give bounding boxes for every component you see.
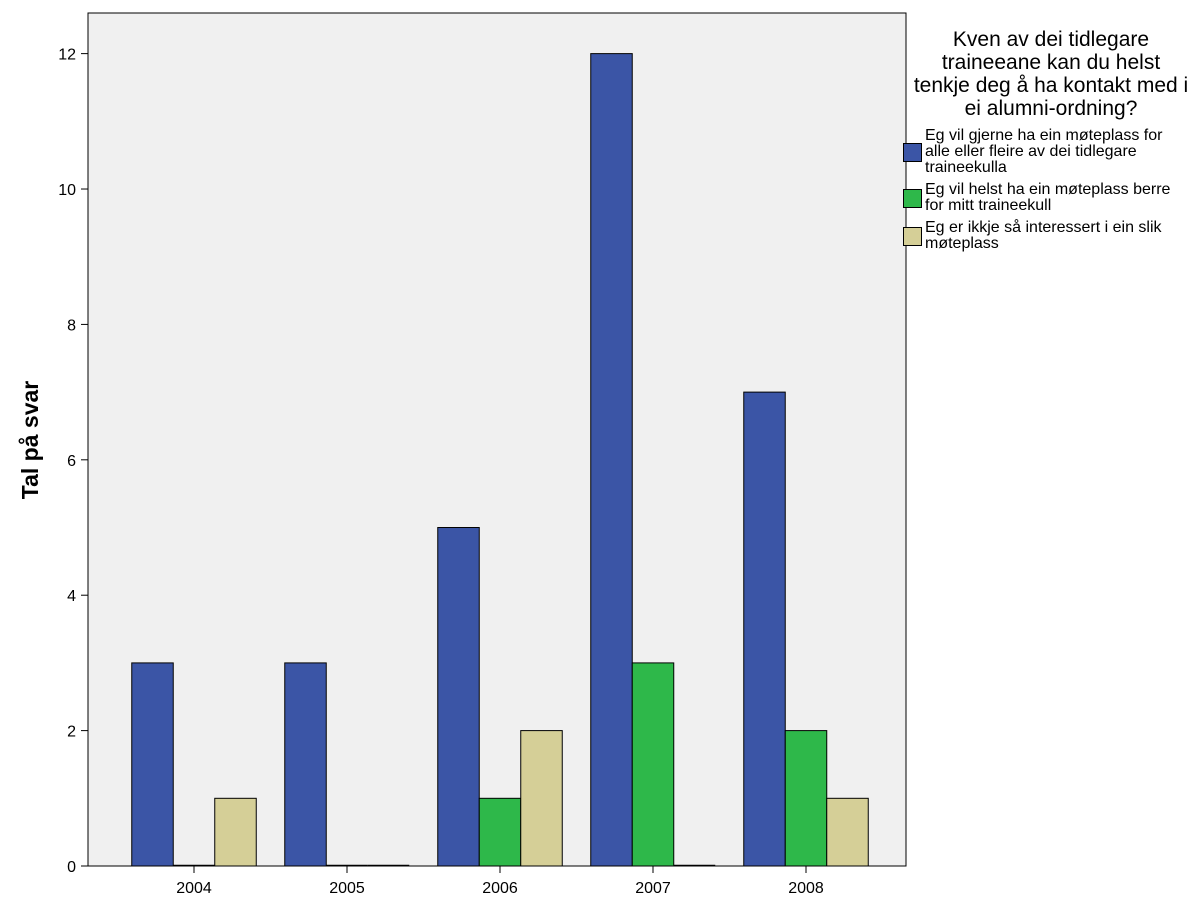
bar xyxy=(284,662,327,867)
bar xyxy=(437,527,480,867)
y-axis: 0 2 4 6 8 10 12 xyxy=(58,47,88,876)
y-tick-label: 6 xyxy=(67,453,76,470)
bar xyxy=(520,730,563,867)
x-tick-label: 2004 xyxy=(176,880,212,897)
legend-items: Eg vil gjerne ha ein møteplass for alle … xyxy=(903,128,1189,252)
bar xyxy=(590,53,633,867)
y-tick-label: 10 xyxy=(58,182,76,199)
legend-item: Eg vil gjerne ha ein møteplass for alle … xyxy=(903,128,1189,176)
x-tick-label: 2006 xyxy=(482,880,518,897)
bar xyxy=(214,797,257,867)
legend: Kven av dei tidlegare traineeane kan du … xyxy=(903,28,1189,258)
x-tick-label: 2008 xyxy=(788,880,824,897)
y-tick-label: 12 xyxy=(58,47,76,64)
legend-item: Eg vil helst ha ein møteplass berre for … xyxy=(903,182,1189,214)
x-tick-label: 2005 xyxy=(329,880,365,897)
bar xyxy=(826,797,869,867)
x-axis: 2004 2005 2006 2007 2008 xyxy=(176,866,824,897)
bars-group xyxy=(131,53,869,867)
bar xyxy=(131,662,174,867)
legend-title: Kven av dei tidlegare traineeane kan du … xyxy=(913,28,1189,120)
legend-swatch xyxy=(903,142,922,162)
bar xyxy=(631,662,675,867)
legend-label: Eg vil gjerne ha ein møteplass for alle … xyxy=(925,127,1163,176)
legend-swatch xyxy=(903,226,922,246)
y-axis-label: Tal på svar xyxy=(17,381,43,500)
bar xyxy=(784,730,828,867)
y-tick-label: 2 xyxy=(67,724,76,741)
legend-label: Eg er ikkje så interessert i ein slik mø… xyxy=(925,219,1162,252)
bar xyxy=(743,391,786,867)
x-tick-label: 2007 xyxy=(635,880,671,897)
legend-swatch xyxy=(903,188,922,208)
y-tick-label: 4 xyxy=(67,588,76,605)
legend-item: Eg er ikkje så interessert i ein slik mø… xyxy=(903,220,1189,252)
y-tick-label: 0 xyxy=(67,859,76,876)
bar xyxy=(478,797,522,867)
y-tick-label: 8 xyxy=(67,317,76,334)
legend-label: Eg vil helst ha ein møteplass berre for … xyxy=(925,181,1171,214)
